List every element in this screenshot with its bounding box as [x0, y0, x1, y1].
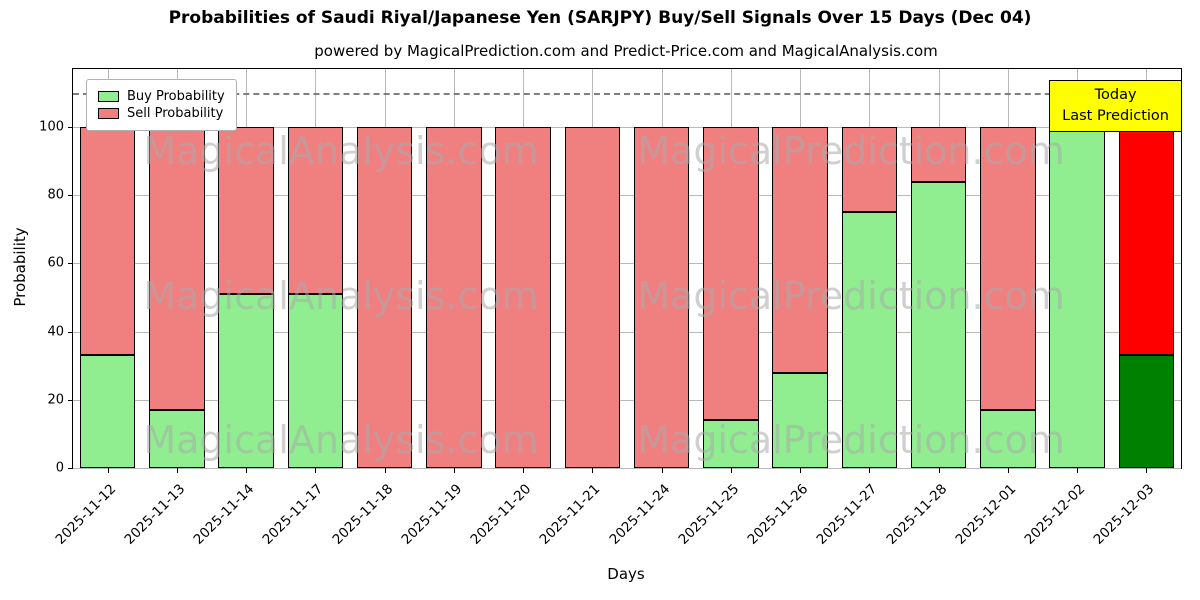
- dashed-threshold-line: [73, 92, 1181, 95]
- bar-buy-segment: [980, 410, 1036, 468]
- bar-sell-segment: [633, 126, 690, 468]
- x-tick-mark: [315, 468, 317, 473]
- bar-buy-segment: [772, 372, 828, 468]
- x-tick-mark: [661, 468, 663, 473]
- bar-buy-segment: [910, 181, 967, 468]
- h-gridline: [73, 331, 1181, 333]
- y-tick-label: 0: [55, 460, 64, 476]
- y-tick-mark: [68, 331, 73, 333]
- bar-sell-segment: [426, 126, 482, 468]
- y-tick-mark: [68, 468, 73, 469]
- x-tick-mark: [107, 468, 109, 473]
- legend: Buy Probability Sell Probability: [86, 79, 237, 131]
- x-tick-mark: [246, 468, 248, 473]
- today-annotation: Today Last Prediction: [1049, 80, 1182, 133]
- x-tick-mark: [384, 468, 386, 473]
- y-tick-label: 100: [39, 119, 64, 135]
- h-gridline: [73, 126, 1181, 128]
- bar-buy-segment: [1118, 355, 1175, 468]
- x-tick-mark: [938, 468, 940, 473]
- x-tick-mark: [453, 468, 455, 473]
- x-tick-label: 2025-12-03: [1090, 481, 1158, 548]
- bar-sell-segment: [841, 126, 898, 213]
- bar-buy-segment: [287, 294, 344, 468]
- y-axis-label: Probability: [11, 227, 29, 307]
- today-annotation-line2: Last Prediction: [1062, 108, 1169, 125]
- bar-sell-segment: [910, 126, 967, 182]
- x-tick-mark: [176, 468, 178, 473]
- plot-area: Buy Probability Sell Probability Today L…: [39, 68, 1182, 548]
- legend-swatch-sell: [98, 108, 119, 119]
- y-tick-label: 40: [47, 324, 64, 340]
- x-tick-mark: [1007, 468, 1009, 473]
- bar-sell-segment: [356, 126, 413, 468]
- bar-buy-segment: [841, 212, 898, 468]
- legend-label-sell: Sell Probability: [127, 106, 224, 121]
- x-tick-mark: [1077, 468, 1079, 473]
- y-tick-label: 80: [47, 187, 64, 203]
- bar-sell-segment: [1118, 126, 1175, 356]
- y-tick-mark: [68, 126, 73, 128]
- x-tick-mark: [592, 468, 594, 473]
- bar-sell-segment: [495, 126, 551, 468]
- legend-item-buy: Buy Probability: [98, 89, 225, 104]
- chart-title: Probabilities of Saudi Riyal/Japanese Ye…: [168, 8, 1032, 28]
- legend-swatch-buy: [98, 91, 119, 102]
- bar-buy-segment: [1049, 126, 1105, 468]
- bar-sell-segment: [287, 126, 344, 295]
- h-gridline: [73, 263, 1181, 265]
- bar-buy-segment: [703, 420, 759, 468]
- bar-sell-segment: [703, 126, 759, 421]
- legend-item-sell: Sell Probability: [98, 106, 225, 121]
- x-tick-mark: [869, 468, 871, 473]
- legend-label-buy: Buy Probability: [127, 89, 225, 104]
- x-tick-mark: [800, 468, 802, 473]
- bar-sell-segment: [980, 126, 1036, 411]
- chart-subtitle: powered by MagicalPrediction.com and Pre…: [314, 42, 938, 60]
- x-tick-mark: [730, 468, 732, 473]
- bar-sell-segment: [149, 126, 205, 411]
- x-tick-mark: [523, 468, 525, 473]
- h-gridline: [73, 399, 1181, 401]
- x-tick-mark: [1146, 468, 1148, 473]
- y-tick-mark: [68, 195, 73, 197]
- h-gridline: [73, 195, 1181, 197]
- bar-buy-segment: [149, 410, 205, 468]
- bar-sell-segment: [79, 126, 136, 356]
- bar-buy-segment: [79, 355, 136, 468]
- x-axis-label: Days: [607, 565, 645, 583]
- bar-sell-segment: [218, 126, 274, 295]
- bar-sell-segment: [564, 126, 621, 468]
- y-tick-label: 60: [47, 255, 64, 271]
- y-tick-mark: [68, 399, 73, 401]
- bar-buy-segment: [218, 294, 274, 468]
- bar-sell-segment: [772, 126, 828, 373]
- h-gridline: [73, 468, 1181, 469]
- y-tick-mark: [68, 263, 73, 265]
- today-annotation-line1: Today: [1094, 87, 1137, 103]
- y-tick-label: 20: [47, 392, 64, 408]
